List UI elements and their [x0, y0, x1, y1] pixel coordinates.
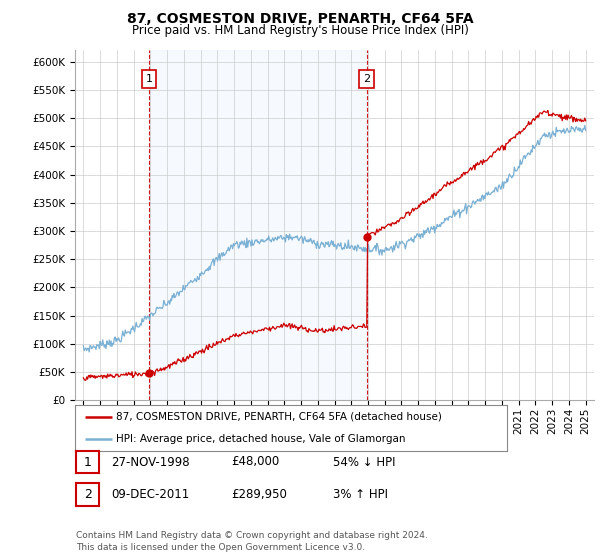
- Text: 2: 2: [83, 488, 92, 501]
- Bar: [149, 50, 367, 400]
- Text: 27-NOV-1998: 27-NOV-1998: [111, 455, 190, 469]
- Text: 1: 1: [145, 73, 152, 83]
- Text: HPI: Average price, detached house, Vale of Glamorgan: HPI: Average price, detached house, Vale…: [116, 434, 406, 444]
- Text: £289,950: £289,950: [231, 488, 287, 501]
- Text: Contains HM Land Registry data © Crown copyright and database right 2024.
This d: Contains HM Land Registry data © Crown c…: [76, 531, 428, 552]
- Text: 1: 1: [83, 455, 92, 469]
- Text: 87, COSMESTON DRIVE, PENARTH, CF64 5FA (detached house): 87, COSMESTON DRIVE, PENARTH, CF64 5FA (…: [116, 412, 442, 422]
- Text: 54% ↓ HPI: 54% ↓ HPI: [333, 455, 395, 469]
- Text: 3% ↑ HPI: 3% ↑ HPI: [333, 488, 388, 501]
- Text: 09-DEC-2011: 09-DEC-2011: [111, 488, 189, 501]
- Text: 87, COSMESTON DRIVE, PENARTH, CF64 5FA: 87, COSMESTON DRIVE, PENARTH, CF64 5FA: [127, 12, 473, 26]
- Text: Price paid vs. HM Land Registry's House Price Index (HPI): Price paid vs. HM Land Registry's House …: [131, 24, 469, 36]
- Text: £48,000: £48,000: [231, 455, 279, 469]
- Text: 2: 2: [363, 73, 370, 83]
